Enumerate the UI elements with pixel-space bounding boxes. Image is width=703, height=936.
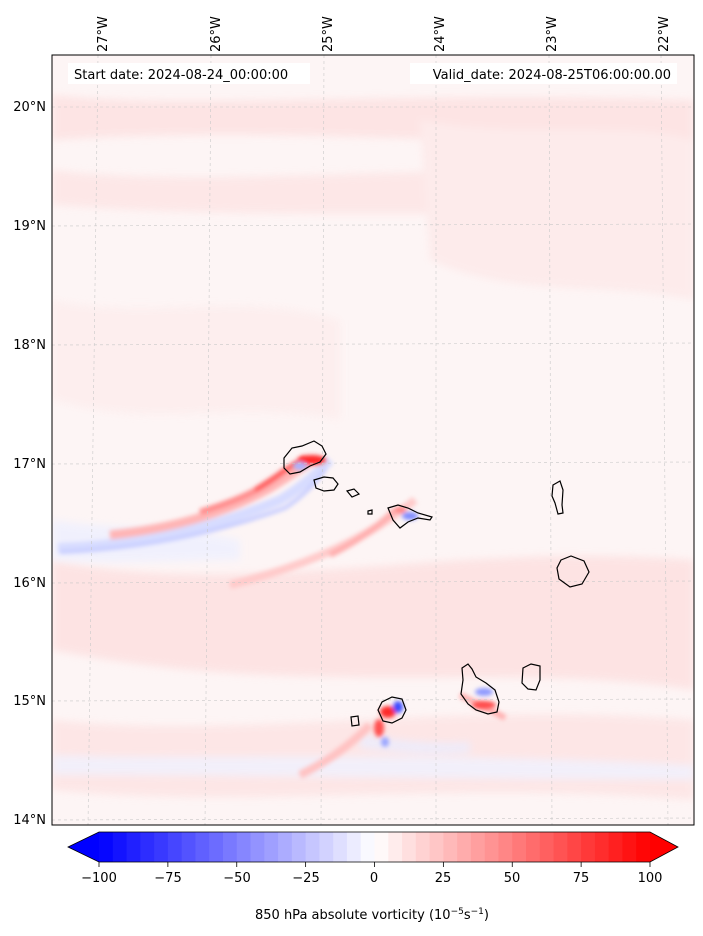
colorbar-cell xyxy=(126,832,141,862)
colorbar-cell xyxy=(209,832,224,862)
colorbar-tick-label: −100 xyxy=(81,871,117,886)
colorbar-cell xyxy=(484,832,500,862)
colorbar-cell xyxy=(443,832,458,862)
colorbar-cell xyxy=(112,832,128,862)
colorbar-cell xyxy=(319,832,334,862)
colorbar-cell xyxy=(388,832,403,862)
island-fogo xyxy=(377,696,407,724)
colorbar-cell xyxy=(512,832,527,862)
lon-label: 24°W xyxy=(433,16,448,52)
colorbar-tick-label: −50 xyxy=(223,871,250,886)
colorbar-tick-label: −75 xyxy=(154,871,181,886)
colorbar-tick-label: 25 xyxy=(435,871,452,886)
island-branco xyxy=(367,509,373,515)
map-frame xyxy=(51,54,695,826)
colorbar-tick-label: 50 xyxy=(504,871,521,886)
colorbar-cell xyxy=(567,832,582,862)
colorbar-cell xyxy=(402,832,417,862)
field-strong xyxy=(293,455,496,747)
colorbar-tick-label: 0 xyxy=(370,871,378,886)
colorbar-cell xyxy=(250,832,265,862)
colorbar-tick-label: −25 xyxy=(292,871,319,886)
lon-label: 26°W xyxy=(209,16,224,52)
colorbar-cell xyxy=(608,832,624,862)
colorbar-cell xyxy=(415,832,431,862)
lat-tick-labels: 20°N 19°N 18°N 17°N 16°N 15°N 14°N xyxy=(13,100,46,828)
colorbar-cell xyxy=(374,832,389,862)
lon-label: 25°W xyxy=(321,16,336,52)
colorbar-title: 850 hPa absolute vorticity (10−5s−1) xyxy=(255,907,489,923)
colorbar-tick-label: 100 xyxy=(638,871,663,886)
lon-label: 23°W xyxy=(545,16,560,52)
colorbar-cell xyxy=(498,832,513,862)
vorticity-map xyxy=(52,55,694,825)
start-date-label: Start date: 2024-08-24_00:00:00 xyxy=(74,68,288,83)
colorbar-cell xyxy=(553,832,568,862)
lat-label: 17°N xyxy=(13,457,46,472)
colorbar-cell xyxy=(429,832,444,862)
colorbar-extend-min xyxy=(68,832,99,862)
colorbar-tick-label: 75 xyxy=(573,871,590,886)
lon-tick-labels: 27°W 26°W 25°W 24°W 23°W 22°W xyxy=(96,16,672,52)
header-labels: Start date: 2024-08-24_00:00:00 Valid_da… xyxy=(68,63,677,84)
lat-label: 14°N xyxy=(13,813,46,828)
island-santa-luzia xyxy=(345,488,361,498)
colorbar-cell xyxy=(181,832,197,862)
colorbar: −100 −75 −50 −25 0 25 50 75 100 850 hPa … xyxy=(67,831,679,923)
colorbar-cell xyxy=(457,832,472,862)
colorbar-extend-max xyxy=(650,832,678,862)
island-santo-antao xyxy=(283,440,327,475)
coastlines xyxy=(283,440,590,727)
lat-label: 20°N xyxy=(13,100,46,115)
colorbar-cells xyxy=(99,832,651,862)
island-sao-vicente xyxy=(313,476,339,492)
gridlines xyxy=(52,55,694,825)
colorbar-cell xyxy=(222,832,238,862)
island-maio xyxy=(521,663,541,691)
valid-date-label: Valid_date: 2024-08-25T06:00:00.00 xyxy=(433,68,671,83)
island-boa-vista xyxy=(556,555,590,588)
colorbar-cell xyxy=(278,832,293,862)
lat-label: 18°N xyxy=(13,338,46,353)
colorbar-cell xyxy=(167,832,183,862)
colorbar-cell xyxy=(305,832,321,862)
lat-label: 15°N xyxy=(13,694,46,709)
colorbar-cell xyxy=(264,832,279,862)
colorbar-cell xyxy=(636,832,651,862)
lon-label: 27°W xyxy=(96,16,111,52)
island-santiago xyxy=(460,663,500,715)
island-brava xyxy=(350,715,360,727)
colorbar-cell xyxy=(470,832,486,862)
colorbar-ticks xyxy=(98,862,651,867)
lat-label: 16°N xyxy=(13,576,46,591)
colorbar-cell xyxy=(333,832,348,862)
colorbar-cell xyxy=(526,832,541,862)
colorbar-cell xyxy=(291,832,307,862)
island-sal xyxy=(551,480,564,515)
field-light-bands xyxy=(52,95,694,800)
colorbar-cell xyxy=(594,832,610,862)
colorbar-cell xyxy=(99,832,114,862)
colorbar-cell xyxy=(140,832,155,862)
island-sao-nicolau xyxy=(387,504,433,529)
colorbar-cell xyxy=(154,832,169,862)
colorbar-cell xyxy=(539,832,555,862)
lon-label: 22°W xyxy=(657,16,672,52)
colorbar-cell xyxy=(360,832,376,862)
colorbar-cell xyxy=(581,832,596,862)
colorbar-cell xyxy=(622,832,637,862)
colorbar-cell xyxy=(195,832,210,862)
lat-label: 19°N xyxy=(13,219,46,234)
colorbar-cell xyxy=(236,832,252,862)
colorbar-cell xyxy=(346,832,362,862)
